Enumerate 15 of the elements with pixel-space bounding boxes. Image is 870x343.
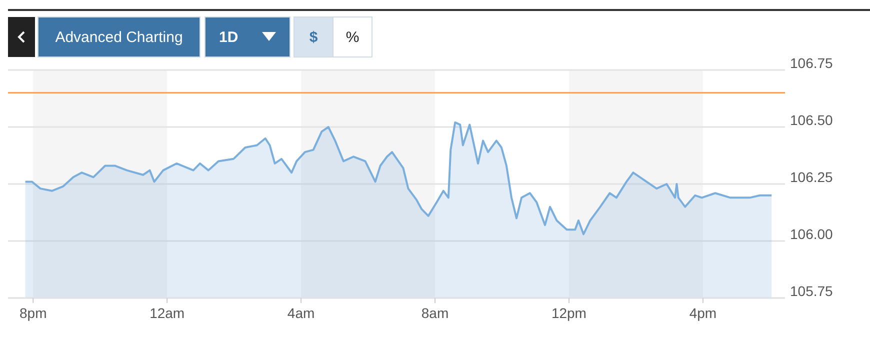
y-tick-label: 106.25 bbox=[790, 169, 834, 185]
x-tick-label: 4pm bbox=[689, 305, 717, 321]
text: 1D bbox=[219, 29, 238, 46]
x-tick-label: 8am bbox=[421, 305, 449, 321]
x-tick-label: 8pm bbox=[20, 305, 47, 321]
y-tick-label: 106.00 bbox=[790, 226, 834, 242]
text: $ bbox=[309, 29, 318, 46]
x-tick-label: 4am bbox=[287, 305, 315, 321]
x-tick-label: 12am bbox=[150, 305, 185, 321]
text: Advanced Charting bbox=[55, 29, 183, 46]
text: % bbox=[346, 29, 360, 46]
y-tick-label: 105.75 bbox=[790, 283, 834, 299]
x-tick-label: 12pm bbox=[551, 305, 586, 321]
y-tick-label: 106.75 bbox=[790, 55, 834, 71]
y-tick-label: 106.50 bbox=[790, 112, 834, 128]
